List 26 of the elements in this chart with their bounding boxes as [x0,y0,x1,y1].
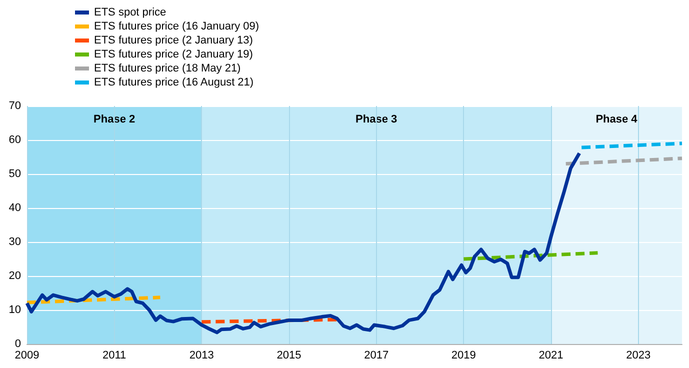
band-label: Phase 3 [356,114,398,126]
y-tick-label: 30 [8,236,21,248]
x-tick-label: 2023 [626,350,651,362]
y-tick-label: 0 [14,338,21,350]
y-tick-label: 70 [8,100,21,112]
y-tick-label: 60 [8,134,21,146]
legend-label: ETS futures price (2 January 19) [94,48,253,60]
legend-label: ETS spot price [94,6,166,18]
x-tick-label: 2017 [364,350,389,362]
legend-label: ETS futures price (2 January 13) [94,34,253,46]
legend-label: ETS futures price (16 January 09) [94,20,260,32]
x-tick-label: 2009 [14,350,40,362]
line-series [25,152,582,334]
band-label: Phase 4 [596,114,638,126]
x-tick-label: 2015 [276,350,302,362]
x-tick-label: 2013 [189,350,214,362]
x-tick-label: 2021 [538,350,564,362]
x-tick-label: 2011 [102,350,126,362]
y-tick-label: 20 [8,270,21,282]
y-tick-label: 40 [8,202,21,214]
x-tick-label: 2019 [451,350,476,362]
legend-label: ETS futures price (18 May 21) [94,62,241,74]
legend-label: ETS futures price (16 August 21) [94,76,254,88]
band-label: Phase 2 [94,114,136,126]
y-tick-label: 10 [8,304,21,316]
y-tick-label: 50 [8,168,21,180]
